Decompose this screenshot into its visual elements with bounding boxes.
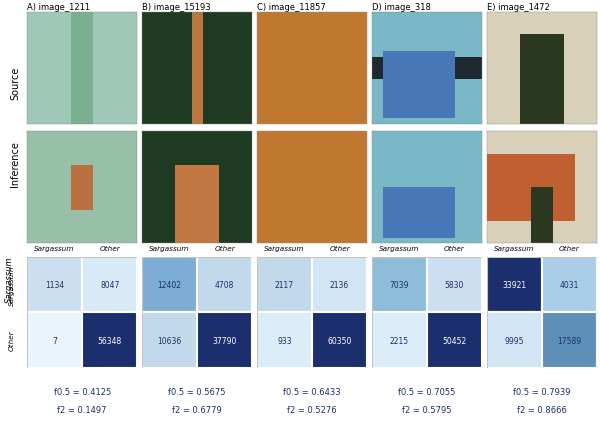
Text: Sargassum: Sargassum: [4, 256, 14, 302]
Bar: [487, 313, 542, 368]
Bar: [531, 188, 553, 244]
Text: 4031: 4031: [560, 281, 579, 290]
Text: 5830: 5830: [445, 281, 464, 290]
Bar: [312, 313, 367, 368]
Bar: [520, 35, 564, 124]
Text: Other: Other: [559, 245, 580, 251]
Text: 4708: 4708: [215, 281, 235, 290]
Bar: [371, 58, 482, 80]
Text: 50452: 50452: [442, 336, 467, 345]
Text: f0.5 = 0.5675: f0.5 = 0.5675: [169, 387, 226, 396]
Bar: [312, 258, 367, 313]
Bar: [487, 258, 542, 313]
Text: B) image_15193: B) image_15193: [142, 3, 211, 12]
Text: Other: Other: [329, 245, 350, 251]
Text: f2 = 0.5795: f2 = 0.5795: [402, 405, 452, 414]
Bar: [257, 313, 312, 368]
Text: f0.5 = 0.6433: f0.5 = 0.6433: [283, 387, 341, 396]
Bar: [71, 166, 93, 210]
Text: Source: Source: [10, 66, 20, 100]
Text: 8047: 8047: [100, 281, 119, 290]
Bar: [427, 258, 482, 313]
Text: Other: Other: [100, 245, 120, 251]
Text: f2 = 0.5276: f2 = 0.5276: [287, 405, 337, 414]
Text: f2 = 0.1497: f2 = 0.1497: [58, 405, 107, 414]
Text: 17589: 17589: [557, 336, 581, 345]
Text: Sargassum: Sargassum: [149, 245, 190, 251]
Text: 2136: 2136: [330, 281, 349, 290]
Text: Sargassum: Sargassum: [494, 245, 535, 251]
Text: Sargassum: Sargassum: [8, 265, 14, 305]
Bar: [371, 258, 427, 313]
Text: f2 = 0.6779: f2 = 0.6779: [172, 405, 222, 414]
Bar: [82, 313, 137, 368]
Bar: [427, 313, 482, 368]
Text: 7: 7: [52, 336, 57, 345]
Bar: [27, 258, 82, 313]
Bar: [542, 258, 597, 313]
Text: Other: Other: [444, 245, 465, 251]
Text: A) image_1211: A) image_1211: [27, 3, 90, 12]
Text: f2 = 0.8666: f2 = 0.8666: [517, 405, 567, 414]
Text: Other: Other: [8, 330, 14, 351]
Text: C) image_11857: C) image_11857: [257, 3, 326, 12]
Bar: [487, 154, 575, 222]
Text: 33921: 33921: [502, 281, 526, 290]
Bar: [383, 188, 455, 238]
Text: 7039: 7039: [389, 281, 409, 290]
Text: 9995: 9995: [505, 336, 524, 345]
Text: 60350: 60350: [328, 336, 352, 345]
Bar: [197, 313, 253, 368]
Text: 37790: 37790: [212, 336, 237, 345]
Bar: [197, 258, 253, 313]
Text: D) image_318: D) image_318: [371, 3, 431, 12]
Bar: [383, 52, 455, 119]
Bar: [542, 313, 597, 368]
Text: 2215: 2215: [390, 336, 409, 345]
Text: Other: Other: [214, 245, 235, 251]
Text: 2117: 2117: [275, 281, 294, 290]
Text: f0.5 = 0.7939: f0.5 = 0.7939: [513, 387, 571, 396]
Bar: [27, 313, 82, 368]
Text: E) image_1472: E) image_1472: [487, 3, 549, 12]
Text: 933: 933: [277, 336, 292, 345]
Text: f0.5 = 0.7055: f0.5 = 0.7055: [398, 387, 455, 396]
Bar: [82, 258, 137, 313]
Bar: [257, 258, 312, 313]
Text: Inference: Inference: [10, 141, 20, 187]
Text: 12402: 12402: [157, 281, 182, 290]
Bar: [142, 313, 197, 368]
Text: 10636: 10636: [157, 336, 182, 345]
Text: Sargassum: Sargassum: [34, 245, 75, 251]
Bar: [175, 166, 219, 244]
Bar: [191, 13, 203, 124]
Bar: [142, 258, 197, 313]
Text: 1134: 1134: [45, 281, 64, 290]
Bar: [71, 13, 93, 124]
Text: f0.5 = 0.4125: f0.5 = 0.4125: [53, 387, 111, 396]
Text: 56348: 56348: [98, 336, 122, 345]
Text: Sargassum: Sargassum: [264, 245, 305, 251]
Text: Sargassum: Sargassum: [379, 245, 419, 251]
Bar: [371, 313, 427, 368]
